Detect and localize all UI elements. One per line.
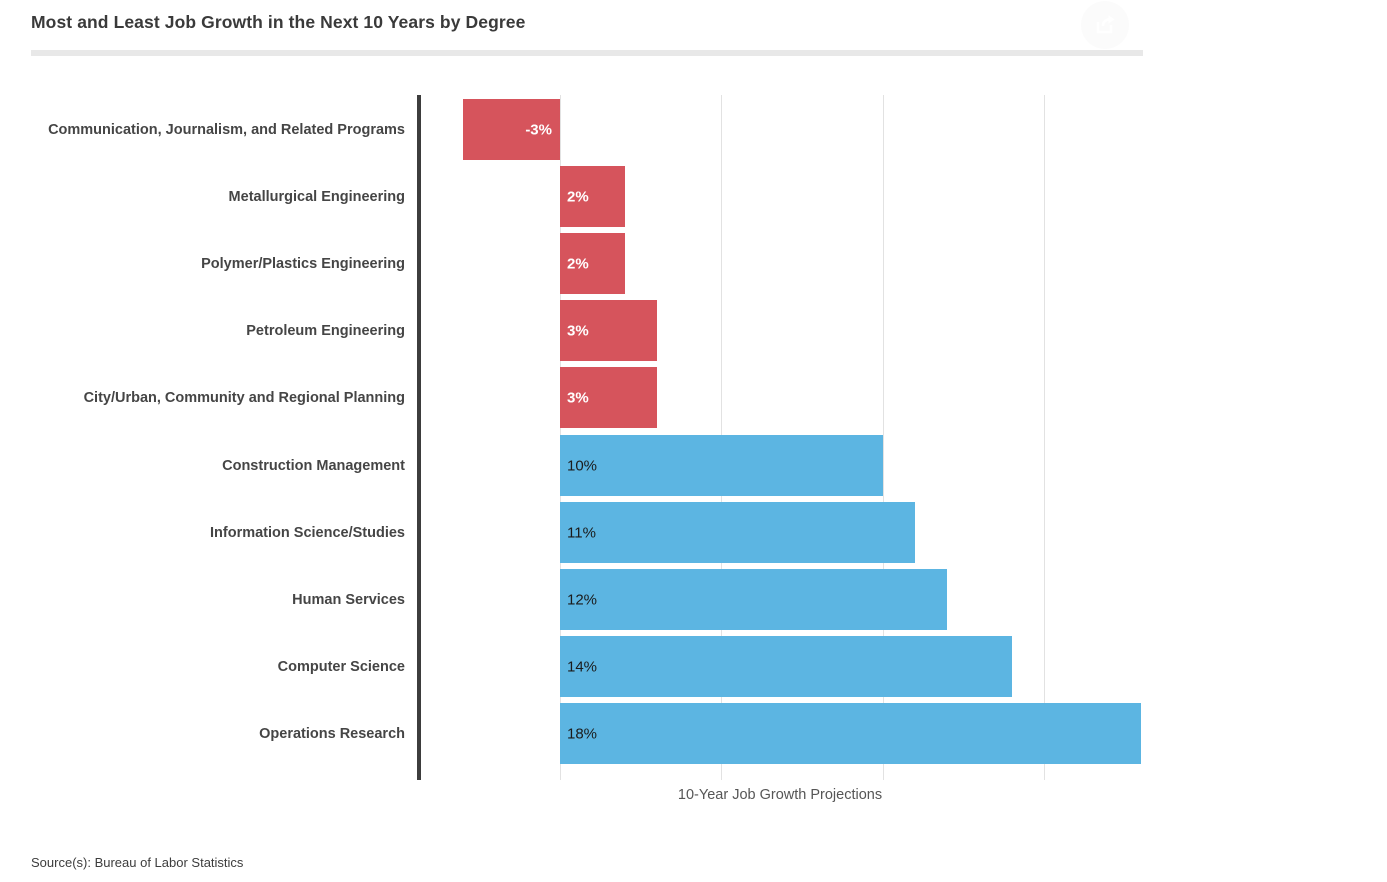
share-button[interactable] — [1081, 1, 1129, 49]
value-label: -3% — [525, 121, 552, 138]
chart-title: Most and Least Job Growth in the Next 10… — [31, 12, 526, 32]
value-label: 2% — [567, 255, 589, 272]
value-label: 3% — [567, 389, 589, 406]
value-label: 3% — [567, 322, 589, 339]
category-label: Computer Science — [277, 658, 405, 675]
bar-row: Polymer/Plastics Engineering 2% — [0, 233, 1387, 294]
bar[interactable]: 14% — [560, 636, 1012, 697]
category-label: Construction Management — [222, 457, 405, 474]
bar-row: Communication, Journalism, and Related P… — [0, 99, 1387, 160]
category-label: Information Science/Studies — [210, 524, 405, 541]
plot-area: Communication, Journalism, and Related P… — [0, 95, 1387, 780]
bar-row: Construction Management 10% — [0, 435, 1387, 496]
gridline-10pct — [883, 95, 884, 780]
source-note: Source(s): Bureau of Labor Statistics — [31, 855, 244, 870]
y-axis-line — [417, 95, 421, 780]
bar[interactable]: 12% — [560, 569, 947, 630]
bar-row: Petroleum Engineering 3% — [0, 300, 1387, 361]
bar-row: Operations Research 18% — [0, 703, 1387, 764]
category-label: Metallurgical Engineering — [228, 188, 405, 205]
category-label: City/Urban, Community and Regional Plann… — [83, 389, 405, 406]
category-label: Operations Research — [259, 725, 405, 742]
value-label: 14% — [567, 658, 598, 675]
title-divider — [31, 50, 1143, 56]
gridline-15pct — [1044, 95, 1045, 780]
bar-row: Computer Science 14% — [0, 636, 1387, 697]
x-axis-title: 10-Year Job Growth Projections — [677, 787, 883, 803]
category-label: Petroleum Engineering — [246, 322, 405, 339]
value-label: 11% — [567, 524, 596, 541]
bar[interactable]: 11% — [560, 502, 915, 563]
value-label: 10% — [567, 457, 598, 474]
bar-row: Human Services 12% — [0, 569, 1387, 630]
bar-row: Metallurgical Engineering 2% — [0, 166, 1387, 227]
value-label: 18% — [567, 725, 598, 742]
category-label: Human Services — [292, 591, 405, 608]
category-label: Polymer/Plastics Engineering — [201, 255, 405, 272]
category-label: Communication, Journalism, and Related P… — [48, 121, 405, 138]
bar[interactable]: 2% — [560, 166, 625, 227]
value-label: 12% — [567, 591, 598, 608]
bar[interactable]: 3% — [560, 300, 657, 361]
bar[interactable]: 10% — [560, 435, 883, 496]
bar[interactable]: 3% — [560, 367, 657, 428]
share-icon — [1096, 15, 1115, 34]
bar[interactable]: -3% — [463, 99, 560, 160]
bar[interactable]: 2% — [560, 233, 625, 294]
value-label: 2% — [567, 188, 589, 205]
bar-row: Information Science/Studies 11% — [0, 502, 1387, 563]
bar-row: City/Urban, Community and Regional Plann… — [0, 367, 1387, 428]
bar[interactable]: 18% — [560, 703, 1141, 764]
